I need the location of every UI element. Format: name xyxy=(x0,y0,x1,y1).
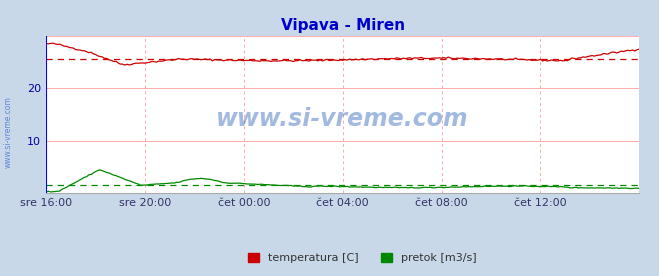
Text: www.si-vreme.com: www.si-vreme.com xyxy=(216,107,469,131)
Legend: temperatura [C], pretok [m3/s]: temperatura [C], pretok [m3/s] xyxy=(244,249,481,268)
Text: www.si-vreme.com: www.si-vreme.com xyxy=(3,97,13,168)
Title: Vipava - Miren: Vipava - Miren xyxy=(281,18,405,33)
